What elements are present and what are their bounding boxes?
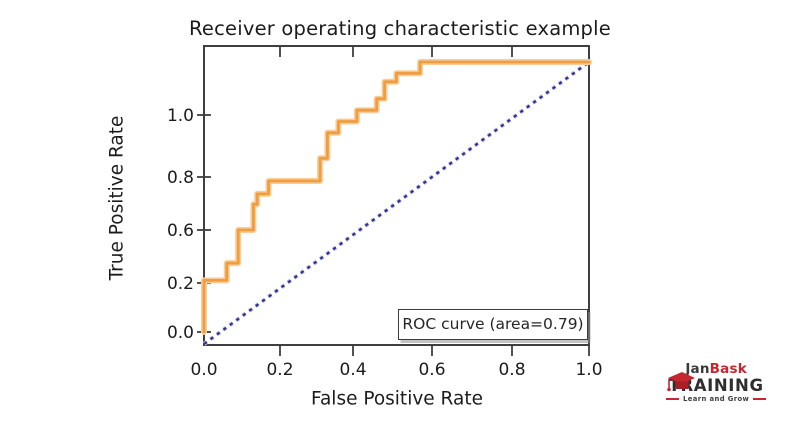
x-tick-label: 0.8 (498, 360, 525, 380)
logo-training: TRAINING (668, 375, 764, 395)
x-tick-label: 0.2 (266, 360, 293, 380)
axis-tick-labels: 0.0 0.2 0.4 0.6 0.8 1.0 0.0 0.2 0.6 0.8 1.0 (167, 106, 603, 380)
y-tick-label: 0.8 (167, 168, 194, 188)
y-tick-label: 1.0 (167, 106, 194, 126)
logo-tagline-row: Learn and Grow (666, 395, 767, 403)
x-tick-label: 0.6 (418, 360, 445, 380)
roc-curve-halo (201, 59, 592, 335)
graduation-cap-icon (667, 372, 695, 392)
x-tick-label: 0.4 (339, 360, 366, 380)
x-axis-label: False Positive Rate (311, 388, 483, 410)
janbask-logo: JanBask TRAINING Learn and Grow (666, 361, 798, 403)
logo-brand-bask: Bask (709, 361, 747, 377)
chance-line (203, 61, 590, 345)
axes-frame (203, 45, 590, 346)
legend-label: ROC curve (area=0.79) (402, 315, 584, 333)
legend-box: ROC curve (area=0.79) (398, 309, 588, 340)
tagline-rule-right (753, 398, 767, 401)
chance-line-halo (202, 60, 591, 346)
y-tick-label: 0.6 (167, 221, 194, 241)
y-tick-label: 0.0 (167, 323, 194, 343)
x-tick-label: 1.0 (575, 360, 602, 380)
x-tick-label: 0.0 (190, 360, 217, 380)
logo-brand-jan: Jan (685, 361, 710, 377)
logo-tagline: Learn and Grow (683, 395, 750, 403)
chart-title: Receiver operating characteristic exampl… (189, 17, 611, 40)
y-axis-label: True Positive Rate (106, 115, 128, 281)
y-tick-label: 0.2 (167, 274, 194, 294)
roc-curve (202, 60, 591, 334)
logo-brand: JanBask (685, 361, 747, 377)
tagline-rule-left (666, 398, 679, 401)
logo-text: JanBask TRAINING Learn and Grow (666, 361, 767, 403)
